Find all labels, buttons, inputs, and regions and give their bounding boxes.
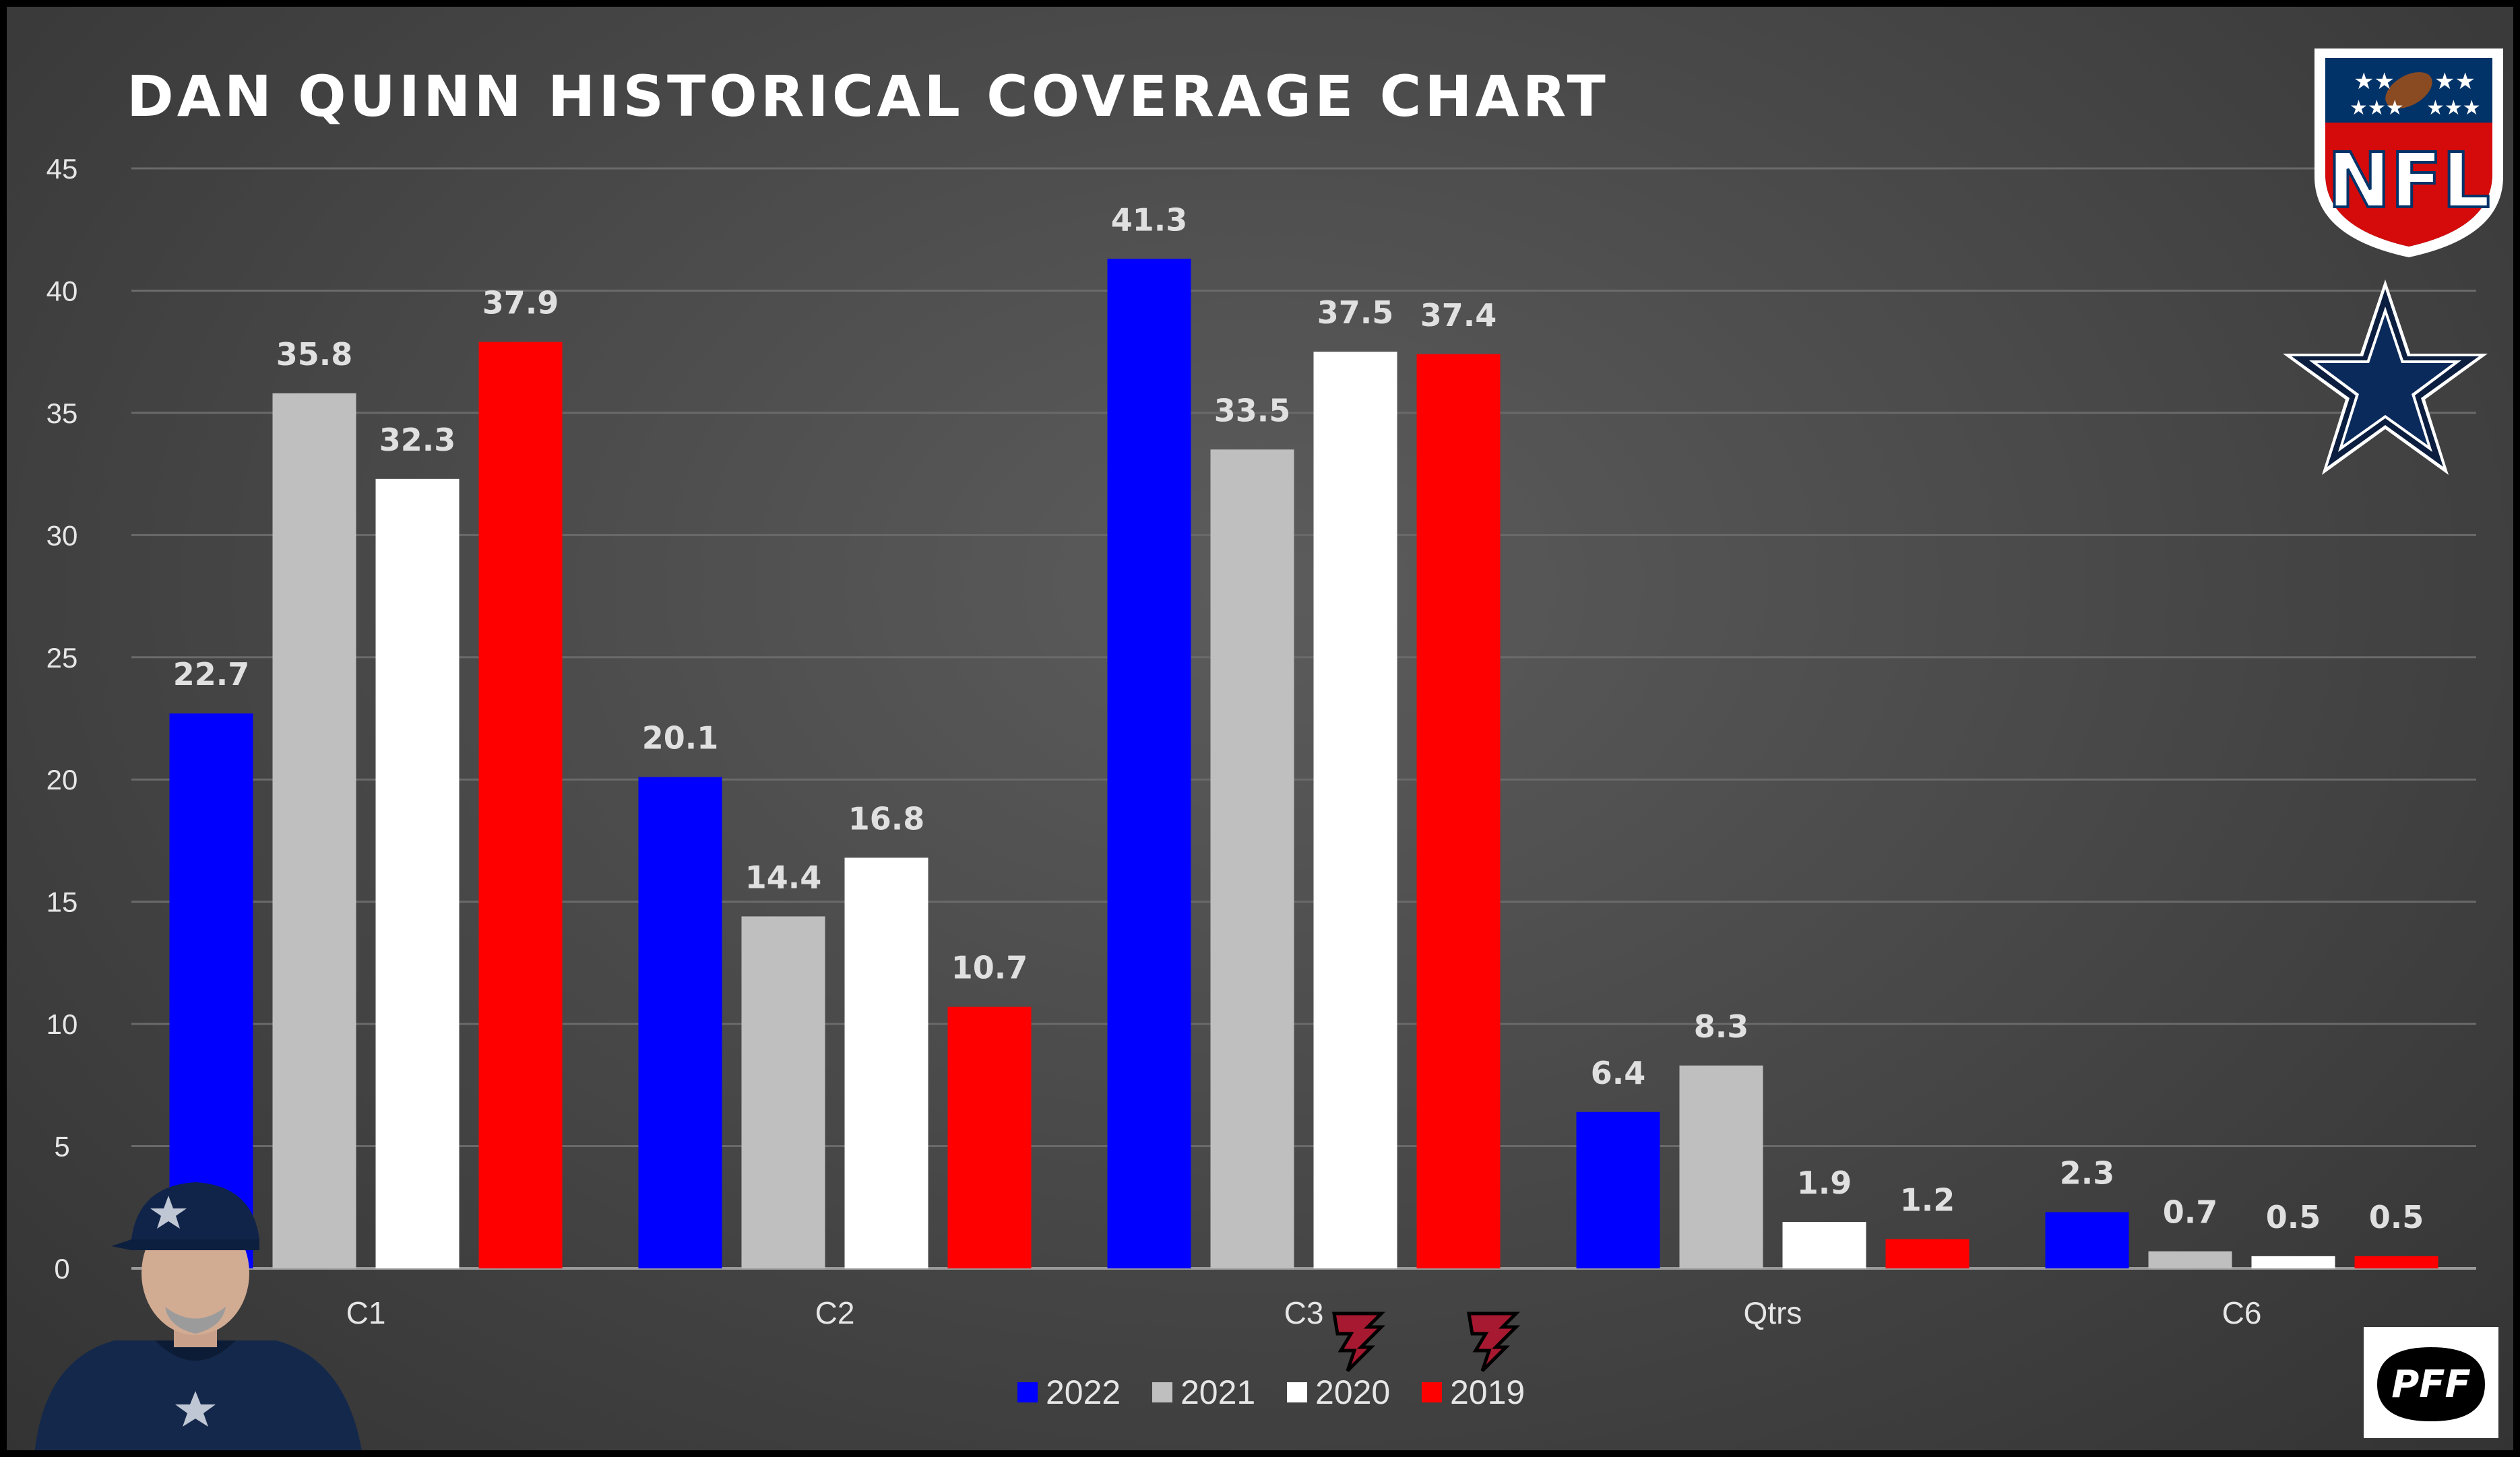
bar-qtrs-2020 bbox=[1782, 1222, 1866, 1268]
nfl-shield-lettering: NFL bbox=[2327, 137, 2490, 225]
bar-c1-2021 bbox=[272, 393, 356, 1268]
bar-c2-2021 bbox=[741, 916, 825, 1268]
y-tick-label: 30 bbox=[46, 519, 78, 551]
legend-swatch bbox=[1422, 1382, 1442, 1402]
data-label: 20.1 bbox=[642, 720, 719, 756]
bars bbox=[169, 259, 2438, 1268]
bar-c3-2021 bbox=[1210, 449, 1294, 1268]
bar-c3-2020 bbox=[1313, 352, 1397, 1268]
data-label: 0.5 bbox=[2266, 1199, 2321, 1235]
bar-c1-2022 bbox=[169, 713, 253, 1268]
data-label: 41.3 bbox=[1111, 201, 1188, 238]
legend-label: 2022 bbox=[1046, 1373, 1121, 1411]
legend-swatch bbox=[1017, 1382, 1038, 1402]
bar-c2-2022 bbox=[638, 777, 722, 1268]
bar-c6-2022 bbox=[2045, 1212, 2129, 1268]
svg-text:★★★: ★★★ bbox=[2426, 96, 2481, 120]
bar-c6-2021 bbox=[2148, 1251, 2232, 1268]
bar-c2-2019 bbox=[947, 1006, 1032, 1268]
x-axis-ticks: C1 C2 C3 Qtrs C6 bbox=[346, 1295, 2262, 1330]
data-labels: 22.7 35.8 32.3 37.9 20.1 14.4 16.8 10.7 41.3 33.5… bbox=[173, 201, 2424, 1235]
data-label: 0.5 bbox=[2369, 1199, 2424, 1235]
legend-swatch bbox=[1152, 1382, 1172, 1402]
bar-c3-2019 bbox=[1416, 354, 1501, 1268]
y-tick-label: 25 bbox=[46, 642, 78, 674]
bar-qtrs-2019 bbox=[1885, 1239, 1970, 1268]
data-label: 6.4 bbox=[1591, 1055, 1646, 1091]
data-label: 1.2 bbox=[1900, 1181, 1955, 1218]
data-label: 32.3 bbox=[379, 422, 456, 458]
data-label: 8.3 bbox=[1694, 1008, 1749, 1045]
y-axis-ticks: 0 5 10 15 20 25 30 35 40 45 bbox=[46, 153, 78, 1285]
data-label: 10.7 bbox=[951, 950, 1028, 986]
data-label: 37.9 bbox=[482, 285, 559, 321]
bar-c6-2019 bbox=[2354, 1256, 2438, 1268]
y-tick-label: 40 bbox=[46, 275, 78, 306]
x-tick-label: Qtrs bbox=[1744, 1295, 1802, 1330]
chart-title: DAN QUINN HISTORICAL COVERAGE CHART bbox=[127, 63, 1609, 129]
falcons-logo-icon bbox=[1467, 1312, 1521, 1372]
legend-swatch bbox=[1287, 1382, 1307, 1402]
coach-photo bbox=[34, 1182, 362, 1450]
data-label: 1.9 bbox=[1797, 1165, 1852, 1201]
falcons-logo-icon bbox=[1332, 1312, 1386, 1372]
y-tick-label: 15 bbox=[46, 886, 78, 918]
bar-qtrs-2022 bbox=[1576, 1111, 1660, 1268]
x-tick-label: C3 bbox=[1284, 1295, 1324, 1330]
legend-label: 2021 bbox=[1180, 1373, 1255, 1411]
svg-text:★★: ★★ bbox=[2434, 68, 2476, 95]
nfl-shield-icon: NFL ★★ ★★ ★★★ ★★★ bbox=[2314, 48, 2503, 257]
bar-c1-2020 bbox=[375, 478, 460, 1268]
x-tick-label: C2 bbox=[815, 1295, 855, 1330]
chart-canvas: DAN QUINN HISTORICAL COVERAGE CHART 22.7… bbox=[34, 48, 2503, 1450]
bar-c3-2022 bbox=[1107, 259, 1191, 1268]
cowboys-star-icon bbox=[2283, 280, 2488, 475]
y-tick-label: 45 bbox=[46, 153, 78, 185]
data-label: 0.7 bbox=[2163, 1194, 2218, 1231]
svg-text:★★: ★★ bbox=[2354, 68, 2395, 95]
pff-logo-icon: PFF bbox=[2364, 1327, 2498, 1438]
legend-label: 2019 bbox=[1450, 1373, 1525, 1411]
data-label: 37.4 bbox=[1420, 297, 1497, 333]
svg-text:★★★: ★★★ bbox=[2350, 96, 2404, 120]
data-label: 16.8 bbox=[848, 800, 925, 837]
data-label: 37.5 bbox=[1317, 294, 1394, 331]
data-label: 2.3 bbox=[2060, 1155, 2115, 1192]
data-label: 22.7 bbox=[173, 656, 250, 692]
x-tick-label: C6 bbox=[2222, 1295, 2262, 1330]
data-label: 14.4 bbox=[745, 859, 822, 895]
legend: 2022 2021 2020 2019 bbox=[1017, 1373, 1525, 1411]
y-tick-label: 35 bbox=[46, 397, 78, 429]
pff-logo-lettering: PFF bbox=[2391, 1363, 2471, 1406]
y-tick-label: 0 bbox=[54, 1253, 69, 1285]
data-label: 35.8 bbox=[276, 336, 353, 373]
bar-c6-2020 bbox=[2251, 1256, 2335, 1268]
data-label: 33.5 bbox=[1214, 392, 1291, 428]
y-tick-label: 5 bbox=[54, 1131, 69, 1163]
bar-c2-2020 bbox=[844, 857, 928, 1268]
bar-c1-2019 bbox=[478, 342, 563, 1268]
bar-qtrs-2021 bbox=[1679, 1065, 1763, 1268]
y-tick-label: 20 bbox=[46, 764, 78, 796]
y-tick-label: 10 bbox=[46, 1008, 78, 1040]
legend-label: 2020 bbox=[1315, 1373, 1390, 1411]
x-tick-label: C1 bbox=[346, 1295, 386, 1330]
